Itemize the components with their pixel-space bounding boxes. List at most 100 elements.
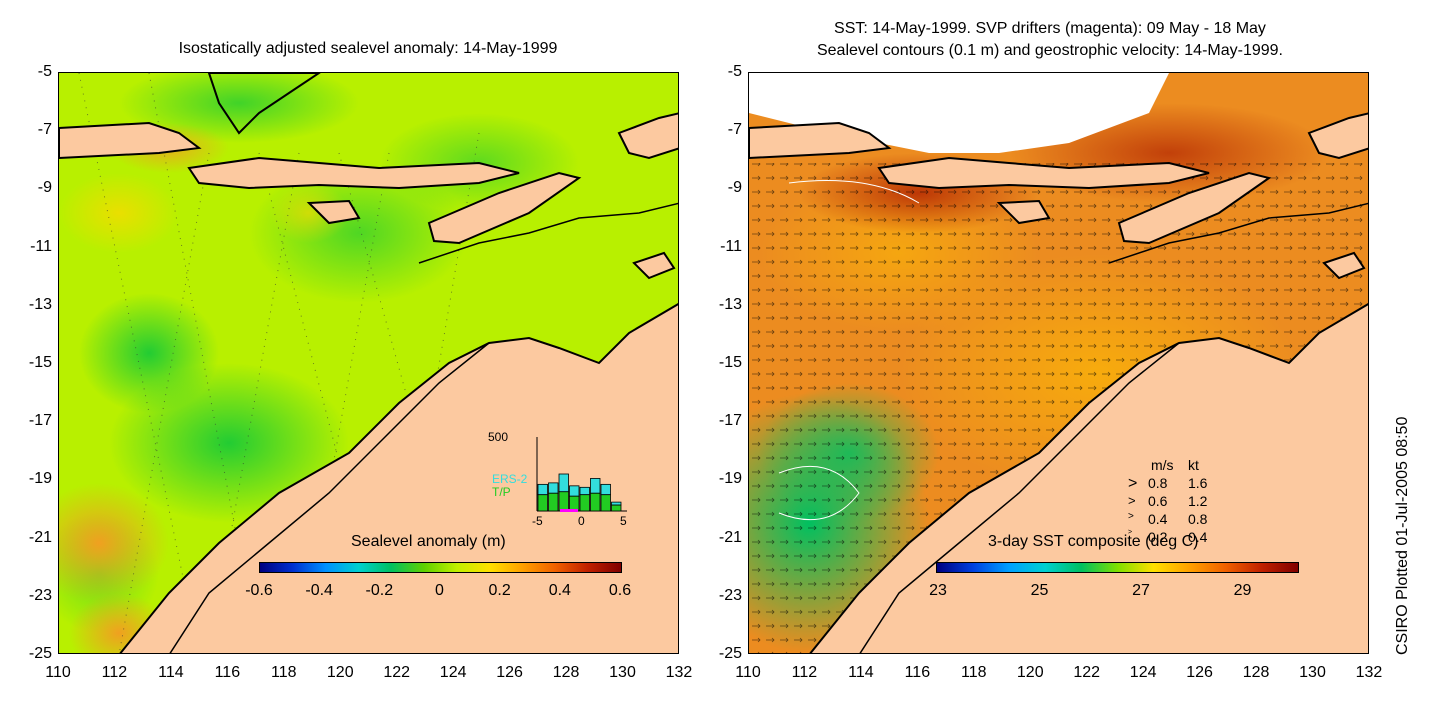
histogram-bar-ers2 [558,473,569,493]
histogram-bar-ers2 [590,478,601,494]
right-x-tick: 110 [735,664,761,681]
left-colorbar-tick: -0.6 [245,582,273,599]
left-y-tick: -7 [37,121,52,139]
right-colorbar-tick: 25 [1030,582,1049,599]
right-colorbar-tick: 23 [929,582,947,599]
right-x-tick: 126 [1186,664,1213,681]
legend-arrow-icon: > [1128,529,1133,536]
right-y-tick: -11 [720,237,742,255]
right-map-title-line2: Sealevel contours (0.1 m) and geostrophi… [816,42,1283,59]
histogram-bar-tp [579,494,590,512]
left-colorbar-tick: 0.4 [548,582,571,599]
left-x-tick: 124 [439,664,467,681]
left-x-tick: 112 [101,664,128,681]
right-map-title-line1: SST: 14-May-1999. SVP drifters (magenta)… [834,20,1266,37]
histogram-bar-tp [590,492,601,512]
left-x-tick: 114 [158,664,184,681]
right-x-tick: 124 [1129,664,1157,681]
left-x-tick: 132 [665,664,693,681]
histogram-bar-tp [558,491,569,512]
right-y-tick: -25 [718,645,742,662]
right-x-tick: 122 [1073,664,1101,681]
right-y-tick: -7 [727,121,742,139]
histogram-max-label: 500 [488,430,508,444]
histogram-bar-ers2 [611,501,622,506]
left-colorbar-label: Sealevel anomaly (m) [351,533,506,550]
legend-ers2: ERS-2 [492,472,528,486]
right-y-tick: -23 [718,586,742,604]
left-x-tick: 122 [383,664,411,681]
legend-header-kt: kt [1188,457,1199,473]
histogram-bar-ers2 [600,483,611,496]
legend-ms-value: 0.6 [1148,493,1168,509]
right-x-tick: 116 [904,664,931,681]
drifter-window-bar [560,509,578,512]
legend-kt-value: 1.2 [1188,493,1208,509]
left-y-tick: -13 [28,295,52,313]
left-colorbar-tick: -0.4 [305,582,333,599]
histogram-xtick-neg5: -5 [532,514,543,528]
left-x-tick: 126 [496,664,523,681]
left-y-tick: -21 [28,528,52,546]
legend-kt-value: 1.6 [1188,475,1208,491]
legend-ms-value: 0.2 [1148,529,1168,545]
left-map-title: Isostatically adjusted sealevel anomaly:… [178,40,558,57]
histogram-xtick-0: 0 [578,514,585,528]
legend-ms-value: 0.8 [1148,475,1168,491]
histogram-bar-tp [600,494,611,512]
left-x-tick: 120 [326,664,354,681]
legend-tp: T/P [492,485,511,499]
right-y-tick: -19 [718,470,742,488]
histogram-bar-ers2 [569,485,580,497]
left-y-tick: -9 [37,179,52,197]
right-y-tick: -17 [718,412,742,430]
right-colorbar-tick: 29 [1233,582,1252,599]
legend-kt-value: 0.4 [1188,529,1208,545]
left-y-tick: -17 [28,412,52,430]
left-colorbar-tick: 0 [435,582,444,599]
right-x-tick: 112 [791,664,818,681]
legend-ms-value: 0.4 [1148,511,1168,527]
histogram-bar-ers2 [579,486,590,496]
right-x-tick: 114 [848,664,874,681]
left-x-tick: 118 [271,664,297,681]
left-colorbar-tick: 0.6 [608,582,632,599]
left-y-tick: -15 [28,354,52,371]
histogram-bar-tp [569,495,580,512]
right-x-tick: 120 [1016,664,1044,681]
right-x-tick: 132 [1355,664,1383,681]
legend-header-ms: m/s [1151,457,1174,473]
left-y-tick: -25 [28,645,52,662]
left-x-tick: 110 [45,664,71,681]
right-x-tick: 128 [1242,664,1270,681]
left-y-tick: -19 [28,470,52,488]
left-x-tick: 130 [609,664,636,681]
left-y-tick: -11 [30,237,52,255]
left-y-tick: -5 [37,63,52,80]
left-colorbar-tick: -0.2 [365,582,394,599]
right-x-tick: 130 [1299,664,1326,681]
histogram-bar-ers2 [548,482,559,494]
left-colorbar [259,562,622,573]
left-x-tick: 128 [552,664,580,681]
legend-kt-value: 0.8 [1188,511,1208,527]
plot-credit-note: CSIRO Plotted 01-Jul-2005 08:50 [1394,416,1411,655]
histogram-bar-tp [548,492,559,512]
legend-arrow-icon: > [1128,493,1136,508]
left-colorbar-tick: 0.2 [488,582,511,599]
right-y-tick: -13 [718,295,742,313]
histogram-bar-tp [611,504,622,512]
right-y-tick: -5 [727,63,742,80]
left-x-tick: 116 [214,664,241,681]
right-x-tick: 118 [961,664,987,681]
left-y-tick: -23 [28,586,52,604]
right-y-tick: -9 [727,179,742,197]
histogram-bar-ers2 [537,483,548,496]
velocity-legend: m/s kt >0.8 1.6 >0.6 1.2 >0.4 0.8 >0.2 0.4 [1126,457,1236,557]
right-y-tick: -15 [718,354,742,371]
histogram-bar-tp [537,494,548,512]
histogram-xtick-5: 5 [620,514,627,528]
legend-arrow-icon: > [1128,475,1138,492]
right-y-tick: -21 [718,528,742,546]
right-colorbar-label: 3-day SST composite (deg C) [988,533,1199,550]
